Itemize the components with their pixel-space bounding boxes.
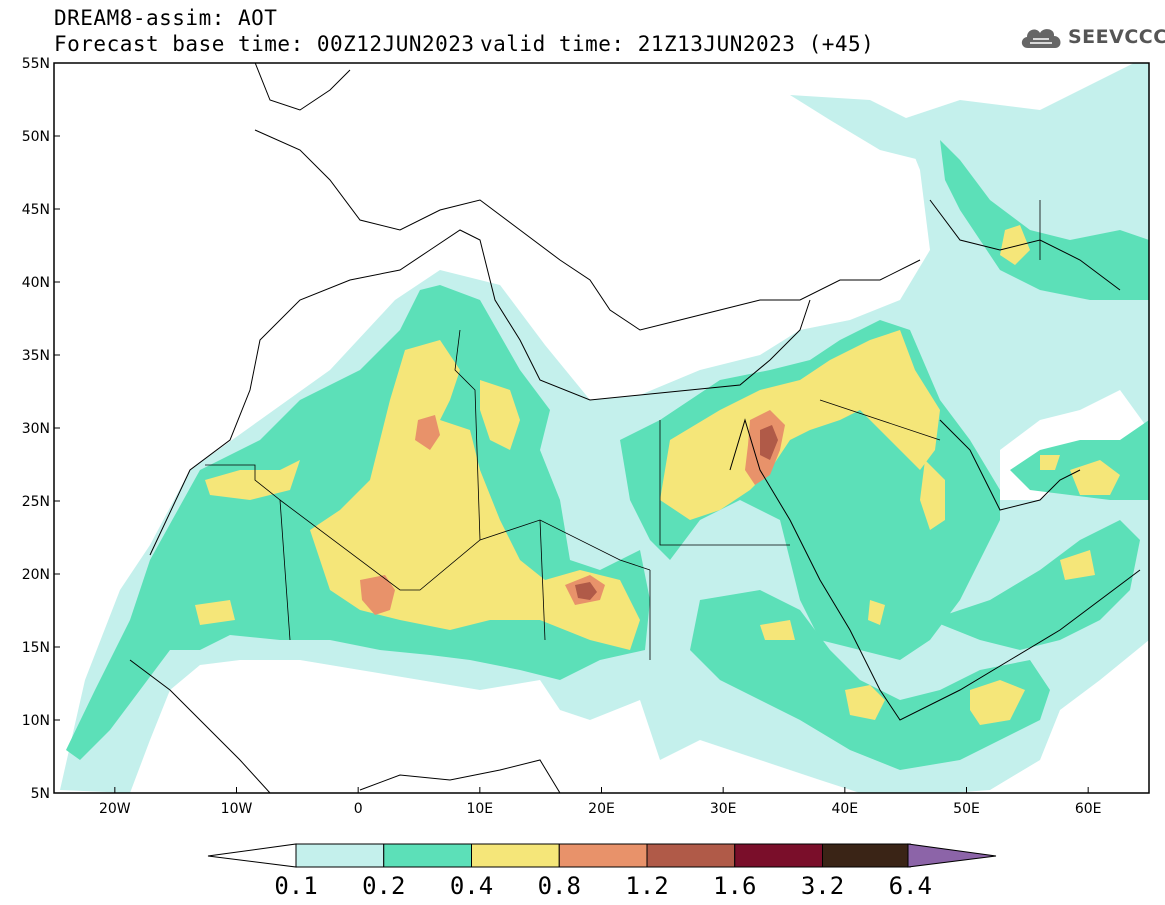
cloud-icon [1021,29,1061,48]
colorbar-label: 1.2 [625,872,669,900]
longitude-axis: 20W 10W 0 10E 20E 30E 40E 50E 60E [99,787,1102,817]
colorbar-label: 6.4 [888,872,932,900]
latitude-axis: 55N 50N 45N 40N 35N 30N 25N 20N 15N 10N 5N [22,56,60,802]
colorbar-label: 0.8 [537,872,581,900]
colorbar-swatch [471,843,560,868]
lon-tick-label: 20W [99,801,131,817]
lon-tick-label: 40E [831,801,858,817]
colorbar [207,843,997,868]
lat-tick-label: 25N [22,494,50,510]
lat-tick-label: 20N [22,567,50,583]
seevccc-logo: SEEVCCC [1018,24,1165,50]
colorbar-label: 0.1 [274,872,318,900]
coastlines [129,63,1141,793]
lat-tick-label: 40N [22,275,50,291]
lat-tick-label: 55N [22,56,50,72]
colorbar-label: 0.4 [449,872,494,900]
colorbar-swatch [383,843,472,868]
lon-tick-label: 30E [710,801,737,817]
colorbar-label: 1.6 [713,872,757,900]
aot-field [54,63,1149,793]
colorbar-swatch [646,843,736,868]
lat-tick-label: 30N [22,421,50,437]
lat-tick-label: 15N [22,640,50,656]
colorbar-low-arrow [207,843,297,868]
colorbar-swatch [822,843,911,868]
lon-tick-label: 50E [953,801,980,817]
lat-tick-label: 35N [22,348,50,364]
lat-tick-label: 50N [22,129,50,145]
valid-time: valid time: 21Z13JUN2023 (+45) [480,32,875,56]
colorbar-swatch [734,843,823,868]
colorbar-label: 3.2 [800,872,845,900]
aot-level-1.2 [575,425,778,600]
forecast-base-time: Forecast base time: 00Z12JUN2023 [54,32,475,56]
lon-tick-label: 10E [466,801,493,817]
colorbar-high-arrow [907,843,997,868]
aot-level-0.4 [195,225,1120,725]
colorbar-label: 0.2 [362,872,406,900]
logo-text: SEEVCCC [1068,26,1165,48]
lon-tick-label: 0 [354,801,363,817]
lat-tick-label: 10N [22,713,50,729]
country-borders [205,200,1041,660]
lat-tick-label: 5N [31,786,50,802]
lat-tick-label: 45N [22,202,50,218]
colorbar-swatch [558,843,648,868]
lon-tick-label: 20E [588,801,615,817]
map-title: DREAM8-assim: AOT [54,6,278,30]
lon-tick-label: 60E [1075,801,1102,817]
lon-tick-label: 10W [221,801,253,817]
colorbar-swatch [295,843,385,868]
